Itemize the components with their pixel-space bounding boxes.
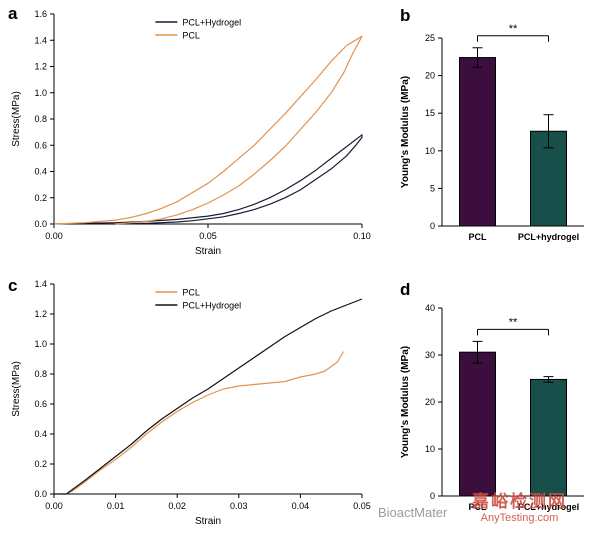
svg-text:PCL+hydrogel: PCL+hydrogel — [518, 232, 579, 242]
svg-text:Stress(MPa): Stress(MPa) — [11, 91, 22, 147]
svg-text:0.6: 0.6 — [34, 140, 47, 150]
panel-label-a: a — [8, 4, 18, 23]
youngs-modulus-chart-d: 0 10 20 30 40 Young's Modulus (MPa) PCL PCL+hyd… — [400, 303, 584, 512]
svg-text:0.6: 0.6 — [34, 399, 47, 409]
svg-text:40: 40 — [425, 303, 435, 313]
svg-text:**: ** — [509, 316, 518, 328]
svg-text:0: 0 — [430, 491, 435, 501]
svg-text:0.2: 0.2 — [34, 193, 47, 203]
svg-text:1.0: 1.0 — [34, 88, 47, 98]
svg-text:PCL: PCL — [182, 288, 200, 298]
svg-text:1.4: 1.4 — [34, 35, 47, 45]
svg-text:0.05: 0.05 — [353, 501, 371, 511]
svg-text:0.05: 0.05 — [199, 231, 217, 241]
svg-text:Strain: Strain — [195, 246, 221, 257]
watermark-badge: 嘉峪检测网 AnyTesting.com — [472, 492, 567, 524]
svg-text:0.0: 0.0 — [34, 489, 47, 499]
svg-text:0.8: 0.8 — [34, 369, 47, 379]
svg-text:Young's Modulus (MPa): Young's Modulus (MPa) — [400, 76, 411, 188]
svg-text:Stress(MPa): Stress(MPa) — [11, 361, 22, 417]
svg-text:5: 5 — [430, 183, 435, 193]
svg-text:PCL: PCL — [182, 31, 200, 41]
svg-text:1.2: 1.2 — [34, 62, 47, 72]
svg-text:1.4: 1.4 — [34, 279, 47, 289]
panel-label-c: c — [8, 276, 18, 295]
svg-text:30: 30 — [425, 350, 435, 360]
stress-strain-chart-c: 0.00 0.01 0.02 0.03 0.04 0.05 0.0 0.2 0.4 0.6 0.8 1… — [11, 279, 371, 527]
svg-text:0.02: 0.02 — [168, 501, 186, 511]
svg-text:**: ** — [509, 23, 518, 35]
panel-label-b: b — [400, 6, 411, 25]
svg-text:15: 15 — [425, 108, 435, 118]
svg-text:Strain: Strain — [195, 516, 221, 527]
svg-text:PCL: PCL — [469, 232, 488, 242]
watermark-site: AnyTesting.com — [480, 511, 559, 524]
svg-text:PCL: PCL — [469, 502, 488, 512]
svg-text:0.2: 0.2 — [34, 459, 47, 469]
svg-text:0.03: 0.03 — [230, 501, 248, 511]
stress-strain-chart-a: 0.00 0.05 0.10 0.0 0.2 0.4 0.6 0.8 1.0 1.2 1.4 1.6 S… — [11, 9, 371, 257]
svg-text:0.4: 0.4 — [34, 167, 47, 177]
svg-text:0.00: 0.00 — [45, 231, 63, 241]
svg-text:PCL+hydrogel: PCL+hydrogel — [518, 502, 579, 512]
svg-text:0.4: 0.4 — [34, 429, 47, 439]
svg-text:Young's Modulus (MPa): Young's Modulus (MPa) — [400, 346, 411, 458]
svg-text:0.00: 0.00 — [45, 501, 63, 511]
svg-text:0.01: 0.01 — [107, 501, 125, 511]
panel-label-d: d — [400, 280, 411, 299]
svg-text:PCL+Hydrogel: PCL+Hydrogel — [182, 301, 241, 311]
watermark-cn-text: 嘉峪检测网 — [472, 492, 567, 511]
svg-text:1.6: 1.6 — [34, 9, 47, 19]
svg-text:PCL+Hydrogel: PCL+Hydrogel — [182, 18, 241, 28]
youngs-modulus-chart-b: 0 5 10 15 20 25 Young's Modulus (MPa) PCL PCL+hy… — [400, 23, 584, 242]
svg-text:0.04: 0.04 — [292, 501, 310, 511]
svg-text:0.10: 0.10 — [353, 231, 371, 241]
svg-text:25: 25 — [425, 33, 435, 43]
svg-text:0.0: 0.0 — [34, 219, 47, 229]
svg-text:0.8: 0.8 — [34, 114, 47, 124]
svg-text:0: 0 — [430, 221, 435, 231]
svg-text:20: 20 — [425, 71, 435, 81]
svg-text:20: 20 — [425, 397, 435, 407]
svg-text:1.0: 1.0 — [34, 339, 47, 349]
svg-text:10: 10 — [425, 444, 435, 454]
svg-text:10: 10 — [425, 146, 435, 156]
svg-text:1.2: 1.2 — [34, 309, 47, 319]
watermark-brand: BioactMater — [378, 505, 448, 520]
